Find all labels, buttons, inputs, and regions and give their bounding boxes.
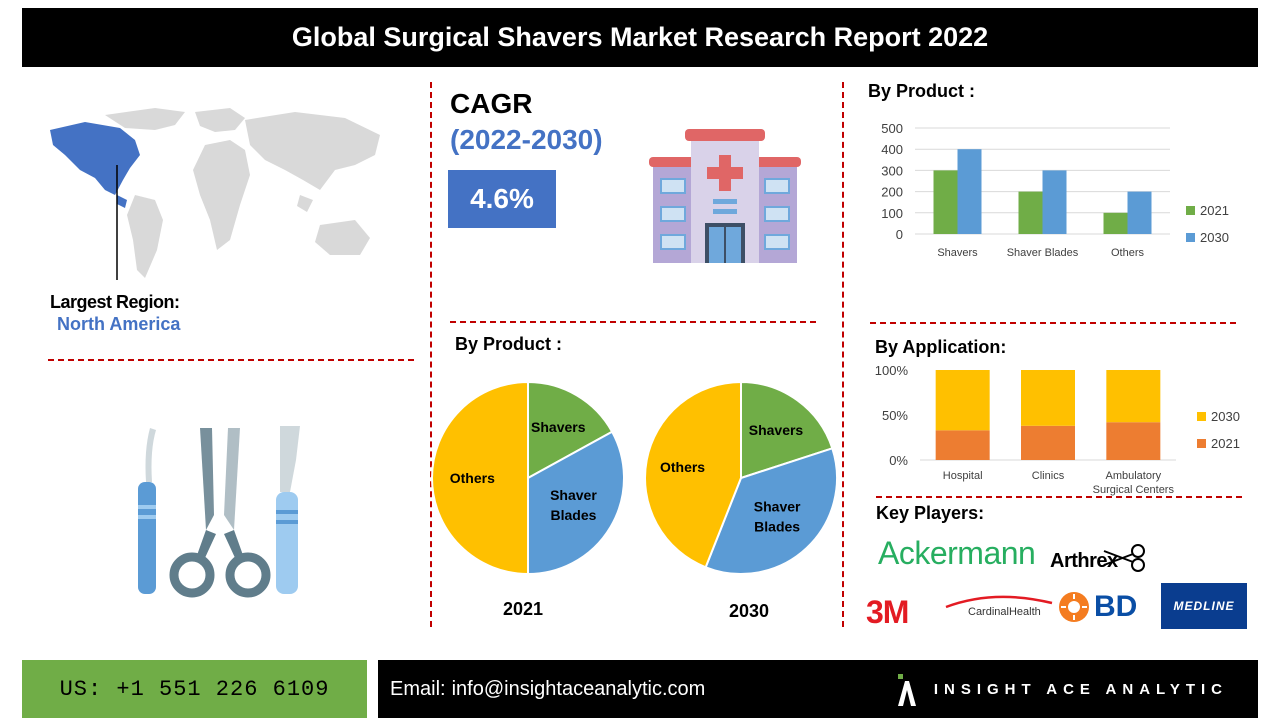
y-tick-label: 0 [896, 227, 903, 242]
y-tick-label: 100% [875, 363, 909, 378]
legend-label: 2030 [1200, 230, 1229, 245]
pie-slice-others [644, 380, 742, 569]
legend-swatch-2021 [1186, 206, 1195, 215]
divider-right [842, 82, 844, 627]
surgical-tools-icon [138, 426, 300, 598]
pie-label: Others [660, 459, 705, 475]
logo-medline-box: MEDLINE [1161, 583, 1247, 629]
legend-swatch-2021 [1197, 439, 1206, 448]
bar-2030-0 [957, 149, 982, 234]
pie-charts: Shavers Shaver Blades Others Shavers Shaver B… [431, 380, 838, 621]
bar-2021-2 [1103, 212, 1128, 234]
divider-cagr [450, 321, 816, 323]
brand-logo-icon [897, 674, 916, 706]
pie-slice-shavers [527, 380, 614, 480]
logo-medline: MEDLINE [1173, 599, 1235, 613]
legend-label: 2021 [1200, 203, 1229, 218]
cagr-period: (2022-2030) [450, 124, 603, 155]
bar-2021-1 [1021, 425, 1075, 460]
email-link[interactable]: info@insightaceanalytic.com [451, 677, 706, 700]
x-tick-label: Ambulatory [1106, 470, 1162, 482]
legend-swatch-2030 [1197, 412, 1206, 421]
pie-slice-shaver-blades [527, 430, 625, 576]
y-tick-label: 400 [881, 142, 903, 157]
x-tick-label: Others [1111, 247, 1145, 259]
hospital-icon [649, 129, 801, 263]
pie-slice-shaver-blades [704, 447, 838, 575]
bar-chart-product: 500 400 300 200 100 0 Shavers Shaver Blades Othe… [881, 121, 1229, 259]
logo-3m: 3M [866, 594, 909, 630]
footer-email-bar: Email: info@insightaceanalytic.com INSIG… [378, 660, 1258, 718]
bar-chart-application: 100% 50% 0% Hospital Clinics Ambulatory Surgic… [875, 363, 1240, 496]
legend-label: 2030 [1211, 409, 1240, 424]
pie-label: Shavers [749, 422, 804, 438]
pie-label: Blades [550, 507, 596, 523]
divider-left [430, 82, 432, 627]
y-tick-label: 100 [881, 206, 903, 221]
pie-2030: Shavers Shaver Blades Others [644, 380, 838, 575]
brand-name: INSIGHT ACE ANALYTIC [933, 680, 1228, 698]
divider-bar-chart [870, 322, 1236, 324]
bar-2021-0 [933, 170, 958, 234]
pie-label: Others [450, 470, 495, 486]
logo-ackermann: Ackermann [878, 535, 1036, 571]
key-players-heading: Key Players: [876, 503, 985, 523]
pie-2021-caption: 2021 [503, 599, 543, 619]
region-value: North America [57, 314, 181, 334]
logo-arthrex: Arthrex [1050, 550, 1118, 572]
x-tick-label: Surgical Centers [1093, 484, 1175, 496]
bar-product-heading: By Product : [868, 81, 976, 101]
bd-sun-icon [1059, 592, 1089, 622]
footer-phone: US: +1 551 226 6109 [22, 660, 367, 718]
pie-label: Shavers [531, 419, 586, 435]
scissors-icon [1103, 544, 1145, 572]
cagr-value: 4.6% [448, 170, 556, 228]
pie-2030-caption: 2030 [729, 601, 769, 621]
pie-label: Blades [754, 518, 800, 534]
bar-2030-2 [1106, 370, 1161, 423]
brand: INSIGHT ACE ANALYTIC [896, 660, 1228, 718]
bar-2021-0 [935, 430, 990, 460]
y-tick-label: 200 [881, 185, 903, 200]
pie-2021: Shavers Shaver Blades Others [431, 380, 625, 576]
pie-label: Shaver [754, 498, 801, 514]
world-map-icon [50, 108, 380, 280]
region-label: Largest Region: [50, 292, 180, 312]
pie-slice-others [431, 380, 529, 576]
x-tick-label: Hospital [943, 470, 983, 482]
bar-2030-1 [1021, 370, 1075, 426]
x-tick-label: Clinics [1032, 470, 1065, 482]
logo-bd: BD [1094, 590, 1138, 623]
x-tick-label: Shaver Blades [1007, 247, 1079, 259]
legend-label: 2021 [1211, 436, 1240, 451]
y-tick-label: 300 [881, 163, 903, 178]
bar-2021-2 [1106, 422, 1161, 460]
pie-heading: By Product : [455, 334, 563, 354]
cagr-label: CAGR [450, 88, 533, 119]
bar-2021-1 [1018, 191, 1043, 234]
legend-swatch-2030 [1186, 233, 1195, 242]
y-tick-label: 0% [889, 453, 908, 468]
y-tick-label: 500 [881, 121, 903, 136]
page-title: Global Surgical Shavers Market Research … [22, 8, 1258, 67]
bar-application-heading: By Application: [875, 337, 1007, 357]
bar-2030-2 [1127, 191, 1152, 234]
bar-2030-0 [935, 370, 990, 431]
pie-slice-shavers [740, 380, 834, 480]
email-label: Email: [390, 677, 446, 700]
cardinal-swoosh-icon [945, 595, 1053, 609]
bar-2030-1 [1042, 170, 1067, 234]
divider-application [876, 496, 1242, 498]
pie-label: Shaver [550, 487, 597, 503]
y-tick-label: 50% [882, 408, 908, 423]
logo-cardinalhealth: CardinalHealth [968, 606, 1041, 618]
divider-region [48, 359, 414, 361]
x-tick-label: Shavers [937, 247, 978, 259]
